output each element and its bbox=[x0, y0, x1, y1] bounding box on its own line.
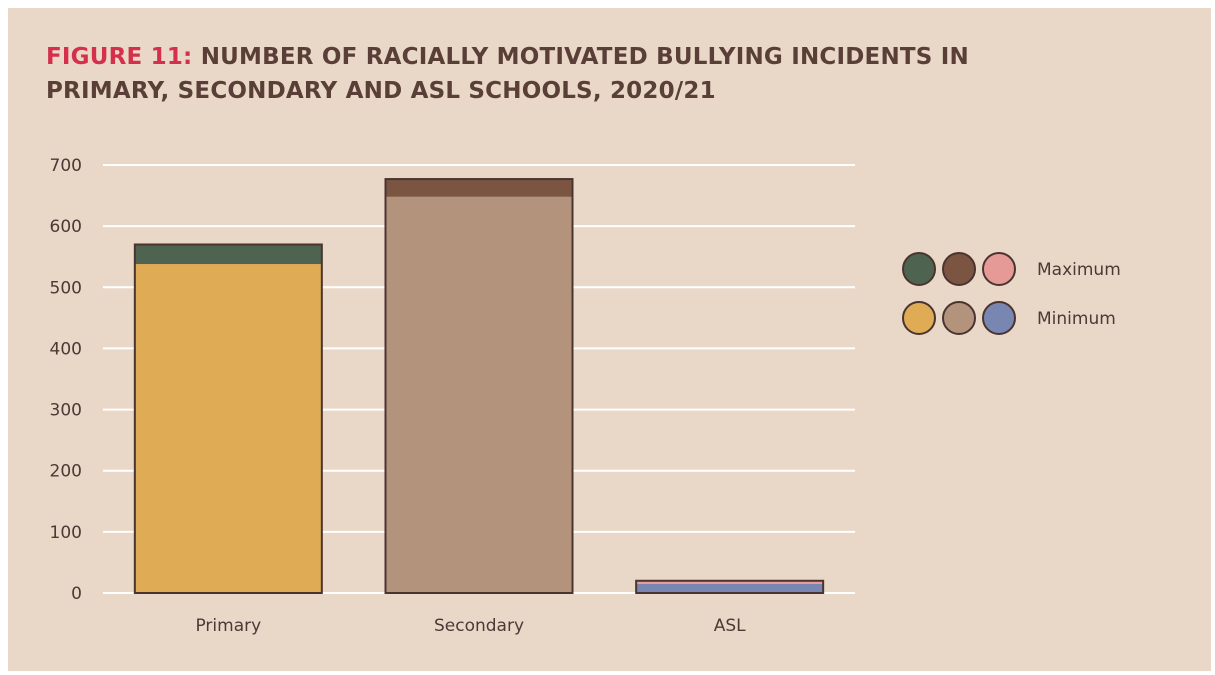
y-tick-label: 100 bbox=[50, 523, 82, 543]
y-axis: 0 100 200 300 400 500 600 700 bbox=[50, 156, 82, 604]
x-axis: Primary Secondary ASL bbox=[195, 616, 746, 636]
legend-label: Minimum bbox=[1037, 309, 1116, 329]
x-tick-label: ASL bbox=[714, 616, 746, 636]
bars bbox=[133, 178, 825, 594]
y-tick-label: 700 bbox=[50, 156, 82, 176]
legend-label: Maximum bbox=[1037, 260, 1121, 280]
legend-swatch bbox=[902, 301, 936, 335]
bar-primary-minimum bbox=[134, 264, 322, 593]
y-tick-label: 200 bbox=[50, 462, 82, 482]
y-tick-label: 0 bbox=[71, 584, 82, 604]
figure-number: FIGURE 11: bbox=[46, 44, 193, 70]
x-tick-label: Secondary bbox=[434, 616, 524, 636]
bar-secondary-maximum bbox=[385, 179, 573, 197]
legend-swatch bbox=[982, 301, 1016, 335]
legend: Maximum Minimum bbox=[902, 252, 1121, 335]
y-tick-label: 500 bbox=[50, 278, 82, 298]
legend-swatch bbox=[902, 252, 936, 286]
bar-outline-asl bbox=[635, 579, 825, 594]
legend-item-maximum: Maximum bbox=[902, 252, 1121, 286]
legend-swatch bbox=[982, 252, 1016, 286]
y-tick-label: 300 bbox=[50, 401, 82, 421]
figure-title-text: NUMBER OF RACIALLY MOTIVATED BULLYING IN… bbox=[46, 44, 969, 104]
bar-asl-maximum bbox=[636, 580, 824, 584]
bar-outline-secondary bbox=[384, 178, 574, 594]
legend-swatch bbox=[942, 252, 976, 286]
y-tick-label: 400 bbox=[50, 339, 82, 359]
bar-primary-maximum bbox=[134, 244, 322, 265]
bar-outline-primary bbox=[133, 243, 323, 594]
y-tick-label: 600 bbox=[50, 217, 82, 237]
x-tick-label: Primary bbox=[195, 616, 261, 636]
legend-item-minimum: Minimum bbox=[902, 301, 1116, 335]
legend-swatch bbox=[942, 301, 976, 335]
chart-title: FIGURE 11: NUMBER OF RACIALLY MOTIVATED … bbox=[46, 40, 1046, 108]
bar-secondary-minimum bbox=[385, 196, 573, 593]
bar-asl-minimum bbox=[636, 583, 824, 593]
